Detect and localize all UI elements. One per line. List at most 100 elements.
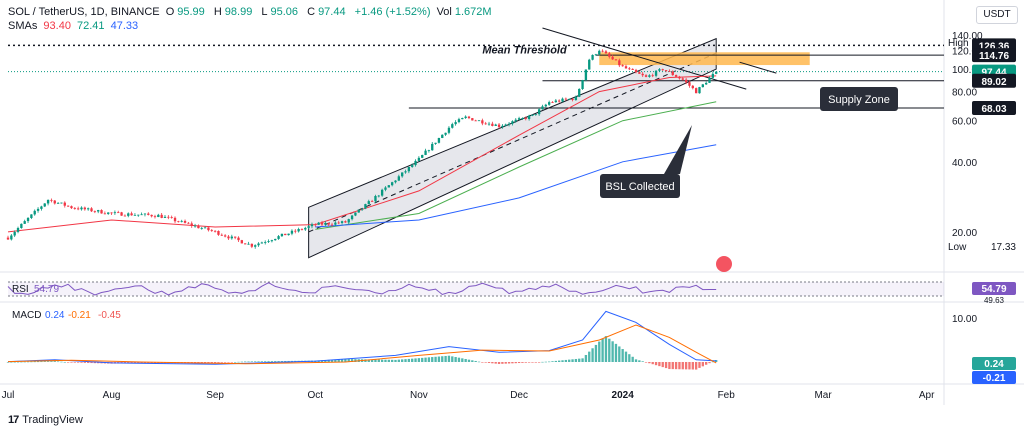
macd-histogram-bar (83, 362, 87, 363)
candle-body (491, 123, 494, 126)
rsi-secondary-value: 49.63 (984, 296, 1005, 305)
macd-histogram-bar (451, 356, 454, 362)
macd-histogram-bar (87, 362, 90, 363)
candle-body (143, 213, 147, 215)
candle-body (621, 65, 624, 67)
candle-body (441, 134, 444, 138)
x-tick-label: Feb (718, 390, 736, 401)
close-value: 97.44 (318, 6, 346, 18)
candle-body (370, 201, 374, 202)
candle-body (380, 189, 384, 196)
candle-body (270, 240, 274, 242)
macd-histogram-bar (494, 362, 497, 364)
candle-body (684, 79, 688, 83)
supply-zone-label: Supply Zone (828, 94, 890, 106)
candle-body (444, 132, 447, 135)
macd-histogram-bar (411, 358, 414, 362)
macd-histogram-bar (133, 362, 137, 364)
macd-histogram-bar (691, 362, 694, 370)
macd-histogram-bar (270, 361, 274, 362)
x-tick-label: Sep (206, 390, 224, 401)
candle-body (367, 201, 370, 205)
candle-body (20, 223, 23, 228)
candle-body (340, 221, 344, 223)
macd-histogram-bar (421, 357, 424, 362)
currency-button[interactable]: USDT (976, 6, 1018, 24)
candle-body (664, 70, 668, 72)
candle-body (715, 71, 718, 74)
candle-body (574, 96, 578, 101)
tradingview-logo[interactable]: 17 TradingView (8, 414, 83, 426)
candle-body (447, 127, 451, 133)
low-marker-value: 17.33 (991, 242, 1016, 253)
macd-histogram-bar (200, 362, 203, 364)
macd-histogram-bar (16, 361, 20, 363)
histogram-value: -0.45 (98, 310, 121, 321)
candle-body (387, 185, 390, 188)
candle-body (374, 196, 377, 202)
x-tick-label: Oct (308, 390, 324, 401)
candle-body (147, 213, 150, 215)
macd-histogram-bar (394, 359, 397, 362)
macd-histogram-bar (507, 362, 511, 364)
candle-body (337, 222, 340, 224)
supply-zone-callout[interactable] (820, 87, 898, 111)
macd-histogram-bar (330, 359, 334, 362)
candle-body (477, 120, 481, 122)
bsl-callout[interactable] (600, 174, 680, 198)
candle-body (73, 208, 76, 209)
macd-histogram-bar (384, 359, 387, 362)
macd-histogram-bar (404, 359, 407, 362)
candle-body (648, 75, 651, 77)
sma-legend[interactable]: SMAs 93.40 72.41 47.33 (8, 20, 141, 32)
candle-body (401, 172, 404, 177)
macd-histogram-bar (571, 359, 574, 362)
macd-badge-value: 0.24 (984, 359, 1004, 370)
macd-histogram-bar (474, 360, 477, 362)
descending-trend-line[interactable] (542, 27, 747, 90)
candle-body (43, 203, 46, 207)
bsl-collected-label: BSL Collected (605, 181, 674, 193)
candle-body (588, 59, 591, 70)
macd-histogram-bar (661, 362, 664, 368)
candle-body (13, 231, 16, 236)
candle-body (93, 211, 97, 213)
macd-histogram-bar (424, 357, 427, 362)
candle-body (274, 238, 277, 241)
candle-body (317, 222, 320, 225)
macd-histogram-bar (390, 359, 394, 362)
price-tick-label: 80.00 (952, 88, 977, 99)
macd-histogram-bar (674, 362, 678, 370)
macd-histogram-bar (564, 359, 568, 362)
symbol-title[interactable]: SOL / TetherUS, 1D, BINANCE (8, 6, 160, 18)
macd-histogram-bar (471, 360, 474, 362)
macd-histogram-bar (414, 358, 417, 362)
ascending-channel[interactable] (308, 37, 717, 259)
candle-body (704, 82, 708, 85)
channel-midline[interactable] (308, 52, 717, 233)
candle-body (83, 207, 87, 210)
candle-body (100, 210, 103, 214)
candle-body (307, 226, 310, 228)
macd-histogram-bar (6, 362, 10, 363)
candle-body (170, 217, 173, 218)
macd-histogram-bar (698, 362, 701, 368)
candle-body (163, 216, 167, 218)
candle-body (531, 114, 534, 116)
price-tick-label: 120.00 (952, 47, 983, 58)
macd-histogram-bar (223, 362, 227, 363)
candle-body (708, 77, 711, 83)
candle-body (160, 214, 163, 218)
macd-histogram-bar (73, 362, 76, 363)
signal-line (7, 324, 717, 365)
macd-histogram-bar (427, 357, 431, 362)
macd-histogram-bar (377, 359, 380, 362)
candle-body (517, 118, 521, 120)
macd-histogram-bar (334, 359, 337, 362)
event-flag-icon[interactable] (716, 256, 732, 272)
candle-body (414, 160, 417, 166)
candle-body (107, 212, 110, 214)
macd-histogram-bar (233, 361, 237, 363)
candle-body (584, 69, 588, 80)
